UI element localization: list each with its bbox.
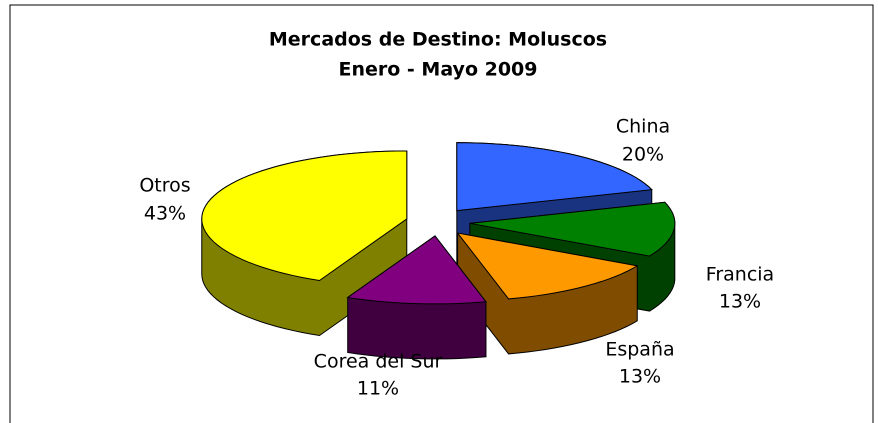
slice (346, 235, 487, 305)
slice-value-label: 13% (719, 291, 761, 313)
slice-value-label: 20% (622, 144, 664, 166)
slice-label: Francia (706, 264, 774, 286)
slice-label: España (605, 339, 674, 361)
slice-label: Corea del Sur (314, 351, 443, 373)
slice (469, 201, 676, 257)
chart-frame (9, 4, 874, 423)
slice-value-label: 13% (619, 366, 661, 388)
slice (201, 150, 408, 282)
slice-value-label: 11% (357, 378, 399, 400)
slice-label: China (616, 116, 670, 138)
chart-subtitle: Enero - Mayo 2009 (338, 59, 537, 81)
slice-value-label: 43% (144, 203, 186, 225)
slice (456, 142, 653, 212)
slice (456, 232, 639, 300)
chart-title: Mercados de Destino: Moluscos (269, 29, 607, 51)
slice-label: Otros (139, 175, 190, 197)
